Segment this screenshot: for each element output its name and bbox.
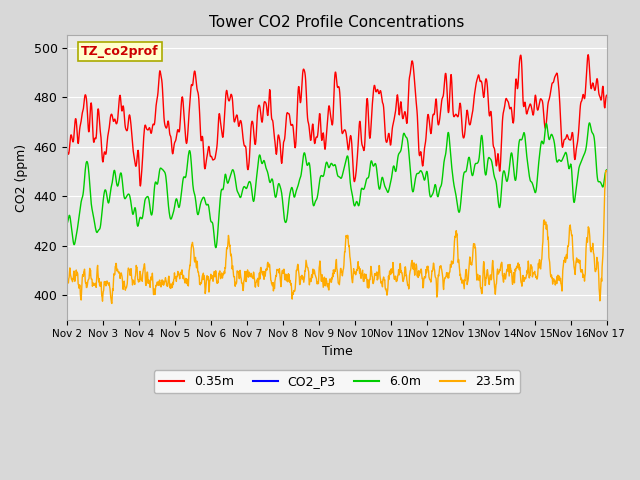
Legend: 0.35m, CO2_P3, 6.0m, 23.5m: 0.35m, CO2_P3, 6.0m, 23.5m	[154, 370, 520, 393]
6.0m	[492, 177, 499, 182]
23.5m	[421, 274, 429, 279]
6.0m	[586, 120, 593, 126]
Y-axis label: CO2 (ppm): CO2 (ppm)	[15, 144, 28, 212]
6.0m	[63, 220, 71, 226]
6.0m	[244, 182, 252, 188]
0.35m	[136, 183, 144, 189]
23.5m	[539, 239, 547, 245]
23.5m	[108, 300, 116, 306]
23.5m	[603, 168, 611, 174]
23.5m	[492, 291, 499, 297]
6.0m	[603, 167, 611, 173]
X-axis label: Time: Time	[321, 345, 353, 358]
6.0m	[184, 163, 191, 169]
0.35m	[63, 149, 71, 155]
0.35m	[421, 143, 429, 149]
23.5m	[63, 280, 71, 286]
6.0m	[212, 245, 220, 251]
0.35m	[244, 167, 252, 172]
6.0m	[421, 177, 429, 182]
0.35m	[184, 133, 191, 139]
23.5m	[184, 282, 191, 288]
0.35m	[539, 102, 547, 108]
0.35m	[584, 52, 592, 58]
6.0m	[539, 141, 547, 146]
Line: 6.0m: 6.0m	[67, 123, 607, 248]
23.5m	[244, 270, 252, 276]
0.35m	[603, 93, 611, 98]
0.35m	[171, 140, 179, 146]
6.0m	[170, 206, 178, 212]
0.35m	[492, 154, 499, 159]
Title: Tower CO2 Profile Concentrations: Tower CO2 Profile Concentrations	[209, 15, 465, 30]
23.5m	[171, 270, 179, 276]
Line: 23.5m: 23.5m	[67, 171, 607, 303]
Text: TZ_co2prof: TZ_co2prof	[81, 45, 158, 58]
Line: 0.35m: 0.35m	[67, 55, 607, 186]
